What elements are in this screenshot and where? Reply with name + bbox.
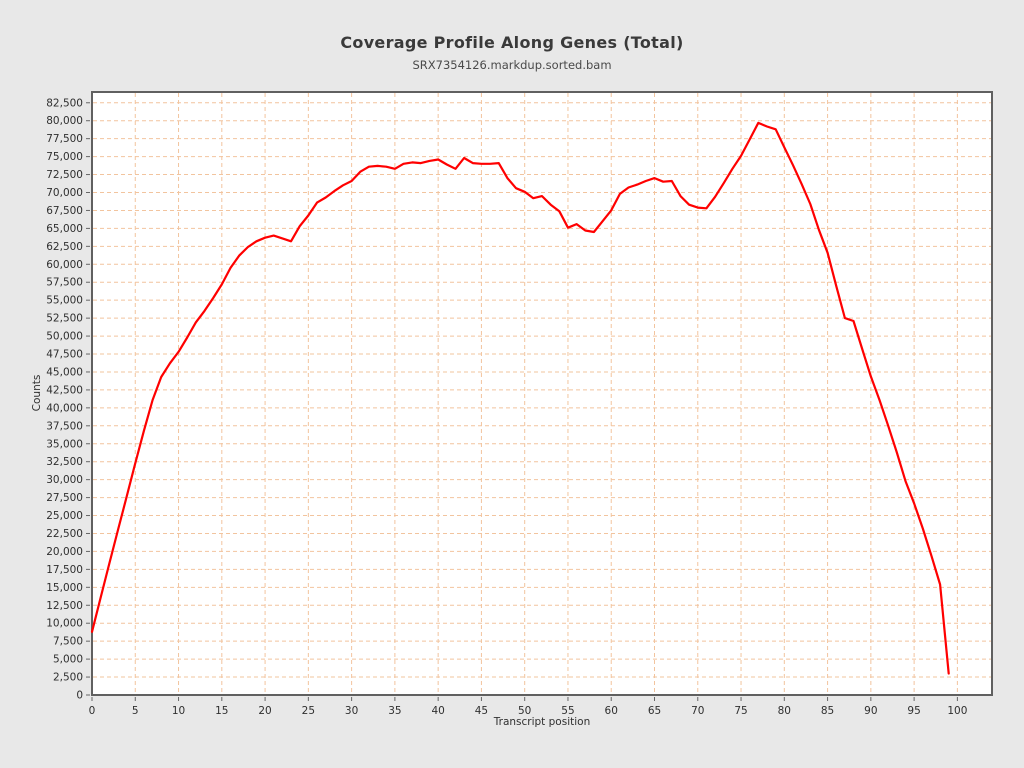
plot-panel: [92, 92, 992, 695]
svg-text:30: 30: [345, 705, 358, 717]
svg-text:80: 80: [778, 705, 791, 717]
svg-text:62,500: 62,500: [46, 241, 83, 253]
svg-text:52,500: 52,500: [46, 313, 83, 325]
gridlines: [93, 93, 991, 694]
svg-text:40,000: 40,000: [46, 402, 83, 414]
svg-text:95: 95: [907, 705, 920, 717]
coverage-line: [90, 121, 950, 675]
svg-text:5,000: 5,000: [53, 654, 83, 666]
svg-text:50,000: 50,000: [46, 331, 83, 343]
chart-title: Coverage Profile Along Genes (Total): [340, 33, 684, 52]
svg-text:90: 90: [864, 705, 877, 717]
svg-text:0: 0: [89, 705, 96, 717]
svg-text:45: 45: [475, 705, 488, 717]
svg-text:77,500: 77,500: [46, 133, 83, 145]
svg-text:55,000: 55,000: [46, 295, 83, 307]
svg-text:70,000: 70,000: [46, 187, 83, 199]
svg-text:25,000: 25,000: [46, 510, 83, 522]
svg-text:20: 20: [258, 705, 271, 717]
svg-text:47,500: 47,500: [46, 349, 83, 361]
svg-text:75,000: 75,000: [46, 151, 83, 163]
svg-text:70: 70: [691, 705, 704, 717]
svg-text:20,000: 20,000: [46, 546, 83, 558]
svg-text:65: 65: [648, 705, 661, 717]
svg-text:55: 55: [561, 705, 574, 717]
svg-text:10,000: 10,000: [46, 618, 83, 630]
svg-text:72,500: 72,500: [46, 169, 83, 181]
svg-text:45,000: 45,000: [46, 366, 83, 378]
svg-text:42,500: 42,500: [46, 384, 83, 396]
svg-text:5: 5: [132, 705, 139, 717]
svg-text:27,500: 27,500: [46, 492, 83, 504]
svg-text:75: 75: [734, 705, 747, 717]
svg-text:0: 0: [76, 690, 83, 702]
svg-text:82,500: 82,500: [46, 97, 83, 109]
svg-text:50: 50: [518, 705, 531, 717]
svg-text:25: 25: [302, 705, 315, 717]
svg-text:100: 100: [947, 705, 967, 717]
svg-text:35,000: 35,000: [46, 438, 83, 450]
chart-subtitle: SRX7354126.markdup.sorted.bam: [412, 58, 612, 72]
svg-text:2,500: 2,500: [53, 672, 83, 684]
x-tick-labels: 0 5 10 15 20 25 30 35 40 45 50 55 60 65 70 75 80 85 90 95 10…: [89, 705, 968, 717]
svg-text:22,500: 22,500: [46, 528, 83, 540]
plot-border: [91, 91, 993, 696]
svg-text:15,000: 15,000: [46, 582, 83, 594]
svg-text:57,500: 57,500: [46, 277, 83, 289]
svg-text:80,000: 80,000: [46, 115, 83, 127]
svg-text:60: 60: [605, 705, 618, 717]
svg-text:30,000: 30,000: [46, 474, 83, 486]
y-tick-labels: 0 2,500 5,000 7,500 10,000 12,500 15,000 17,500…: [46, 97, 83, 701]
axis-ticks: [86, 102, 958, 701]
svg-text:32,500: 32,500: [46, 456, 83, 468]
svg-text:35: 35: [388, 705, 401, 717]
svg-text:15: 15: [215, 705, 228, 717]
svg-text:37,500: 37,500: [46, 420, 83, 432]
svg-text:65,000: 65,000: [46, 223, 83, 235]
x-axis-label: Transcript position: [493, 716, 591, 728]
svg-text:17,500: 17,500: [46, 564, 83, 576]
y-axis-label: Counts: [31, 374, 43, 412]
svg-text:85: 85: [821, 705, 834, 717]
svg-text:10: 10: [172, 705, 185, 717]
svg-text:40: 40: [431, 705, 444, 717]
svg-text:7,500: 7,500: [53, 636, 83, 648]
svg-text:67,500: 67,500: [46, 205, 83, 217]
svg-text:60,000: 60,000: [46, 259, 83, 271]
svg-text:12,500: 12,500: [46, 600, 83, 612]
